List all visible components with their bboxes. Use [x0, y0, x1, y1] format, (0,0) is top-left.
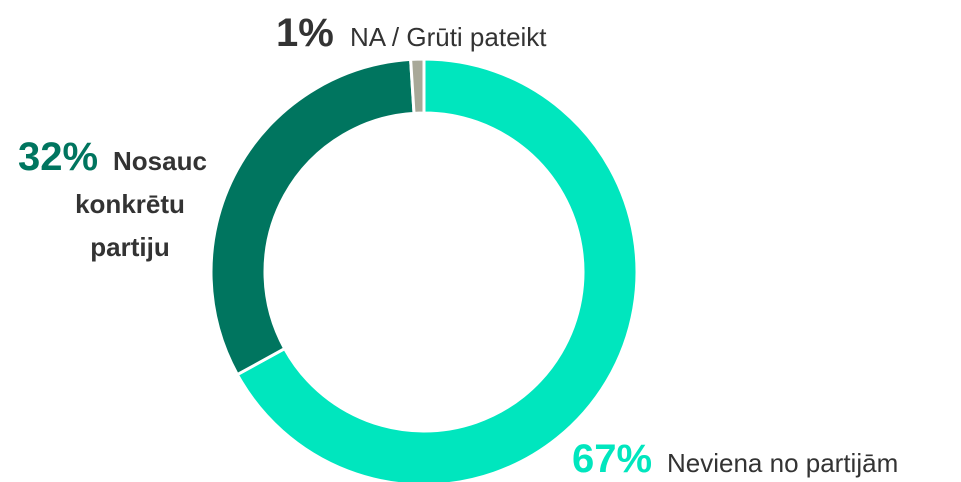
donut-segment — [235, 57, 639, 482]
category-label: Neviena no partijām — [667, 448, 898, 478]
category-label: Nosauc konkrētu partiju — [75, 146, 207, 262]
value-label: 32% — [18, 135, 98, 179]
label-line: konkrētu — [75, 189, 185, 219]
value-label: 67% — [572, 437, 652, 481]
donut-segment — [209, 57, 416, 377]
label-line: partiju — [90, 232, 169, 262]
category-label: NA / Grūti pateikt — [350, 22, 547, 52]
value-label: 1% — [276, 11, 334, 55]
label-line: Nosauc — [113, 146, 207, 176]
donut-segment — [409, 57, 426, 115]
